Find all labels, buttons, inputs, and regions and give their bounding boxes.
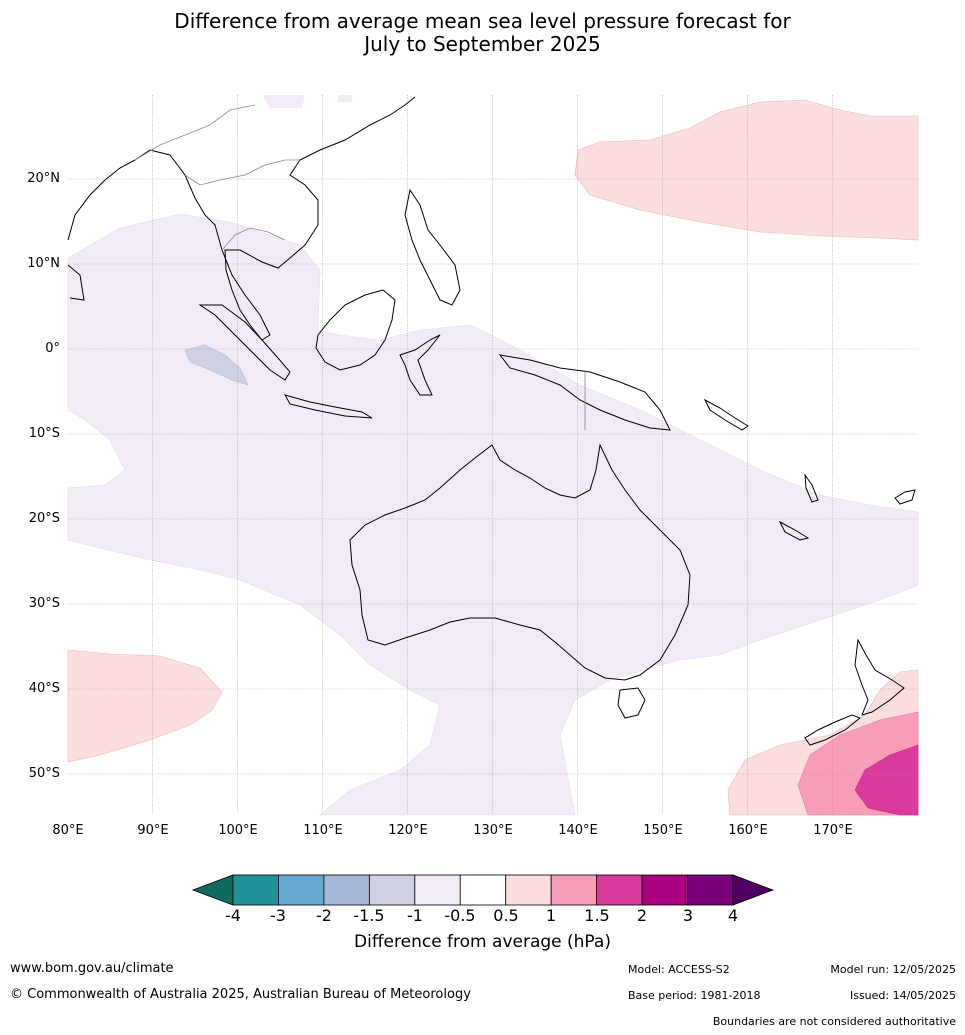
colorbar-cell xyxy=(459,874,507,906)
cb-tick-label: -2 xyxy=(316,906,332,925)
colorbar-cell xyxy=(687,874,734,906)
footer-model: Model: ACCESS-S2 xyxy=(628,963,730,976)
coast-sulawesi xyxy=(399,334,441,396)
cb-tick-label: -1 xyxy=(407,906,423,925)
anomaly-region-southern-indian xyxy=(67,649,223,763)
chart-title: Difference from average mean sea level p… xyxy=(0,10,965,56)
anomaly-region-weak-negative-north xyxy=(262,95,305,108)
cb-tick-label: 0.5 xyxy=(493,906,519,925)
coast-asia-mainland xyxy=(67,96,416,341)
cb-tick-label: 1.5 xyxy=(584,906,610,925)
cb-tick-label: 4 xyxy=(727,906,739,925)
anomaly-fields xyxy=(67,95,919,816)
anomaly-region-weak-negative xyxy=(67,213,919,816)
lon-label-150e: 150°E xyxy=(643,823,683,838)
lon-label-140e: 140°E xyxy=(558,823,598,838)
lon-label-120e: 120°E xyxy=(388,823,428,838)
footer-model-run: Model run: 12/05/2025 xyxy=(830,963,956,976)
cb-tick-label: -4 xyxy=(225,906,241,925)
lon-label-130e: 130°E xyxy=(473,823,513,838)
lat-label-10n: 10°N xyxy=(27,256,60,271)
coast-java xyxy=(283,394,373,419)
footer-base-period: Base period: 1981-2018 xyxy=(628,989,761,1002)
graticule xyxy=(68,95,918,815)
lon-label-80e: 80°E xyxy=(52,823,84,838)
lat-label-0: 0° xyxy=(45,341,60,356)
coast-sumatra xyxy=(198,304,291,381)
coast-australia xyxy=(349,443,691,681)
colorbar-cell xyxy=(550,874,598,906)
anomaly-region-weak-negative-islet xyxy=(338,95,352,102)
colorbar-cell xyxy=(505,874,552,906)
colorbar-cell xyxy=(278,874,325,906)
colorbar-cell xyxy=(596,874,643,906)
coast-india-tip xyxy=(67,264,85,301)
footer-disclaimer: Boundaries are not considered authoritat… xyxy=(712,1015,956,1028)
coast-new-zealand-north xyxy=(854,638,905,716)
title-line-2: July to September 2025 xyxy=(364,32,601,56)
coast-new-caledonia xyxy=(778,520,810,541)
footer-url: www.bom.gov.au/climate xyxy=(10,961,174,976)
title-line-1: Difference from average mean sea level p… xyxy=(174,9,791,33)
colorbar-cell xyxy=(368,874,416,906)
lat-label-30s: 30°S xyxy=(28,596,60,611)
colorbar-cell xyxy=(641,874,688,906)
colorbar-label: Difference from average (hPa) xyxy=(354,932,611,952)
coast-solomon xyxy=(703,398,749,431)
coast-new-zealand-south xyxy=(804,714,861,746)
lon-label-160e: 160°E xyxy=(728,823,768,838)
colorbar-cell xyxy=(323,874,370,906)
footer-copyright: © Commonwealth of Australia 2025, Austra… xyxy=(10,987,471,1002)
lon-label-110e: 110°E xyxy=(303,823,343,838)
cb-tick-label: 3 xyxy=(682,906,694,925)
coast-borneo xyxy=(315,289,396,371)
anomaly-region-minus-one xyxy=(184,344,249,386)
coast-vanuatu xyxy=(804,473,819,503)
lat-label-50s: 50°S xyxy=(28,766,60,781)
lat-label-20s: 20°S xyxy=(28,511,60,526)
coast-new-guinea xyxy=(498,354,671,431)
lon-label-90e: 90°E xyxy=(137,823,169,838)
colorbar-extend-low xyxy=(191,874,234,906)
cb-tick-label: -0.5 xyxy=(444,906,476,925)
lat-label-40s: 40°S xyxy=(28,681,60,696)
lat-label-10s: 10°S xyxy=(28,426,60,441)
cb-tick-label: 2 xyxy=(636,906,648,925)
lon-label-170e: 170°E xyxy=(813,823,853,838)
coastlines xyxy=(67,96,916,746)
colorbar-cell xyxy=(414,874,461,906)
coast-tasmania xyxy=(617,687,646,719)
footer-issued: Issued: 14/05/2025 xyxy=(849,989,956,1002)
cb-tick-label: -3 xyxy=(270,906,286,925)
colorbar-cell xyxy=(232,874,279,906)
lon-label-100e: 100°E xyxy=(218,823,258,838)
anomaly-region-plus-one-half xyxy=(854,744,919,816)
country-borders xyxy=(134,104,586,430)
coast-philippines xyxy=(404,188,461,306)
lat-label-20n: 20°N xyxy=(27,171,60,186)
colorbar-extend-high xyxy=(732,874,775,906)
cb-tick-label: 1 xyxy=(545,906,557,925)
coast-fiji xyxy=(894,489,916,505)
cb-tick-label: -1.5 xyxy=(353,906,385,925)
